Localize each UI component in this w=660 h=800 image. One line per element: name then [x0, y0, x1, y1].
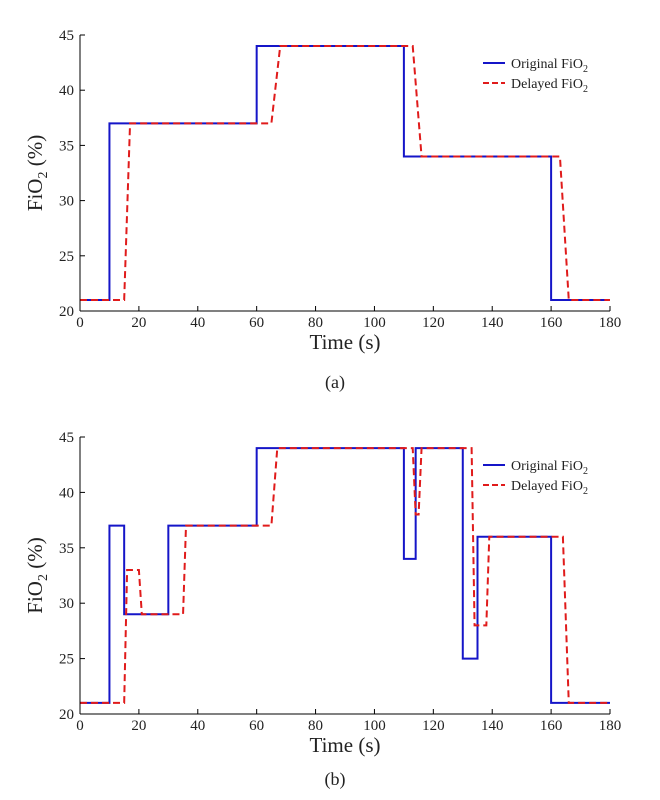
- x-tick-label: 0: [76, 315, 84, 331]
- y-tick-label: 25: [59, 249, 74, 265]
- series-line-delayed: [80, 447, 610, 704]
- y-tick-label: 40: [59, 83, 74, 99]
- x-tick-label: 120: [422, 315, 445, 331]
- x-tick-label: 160: [540, 315, 563, 331]
- y-tick-label: 20: [59, 707, 74, 723]
- y-axis-title: FiO2 (%): [23, 135, 51, 211]
- y-axis-title: FiO2 (%): [23, 537, 51, 613]
- y-tick-label: 35: [59, 541, 74, 557]
- x-tick-label: 160: [540, 718, 563, 734]
- x-tick-label: 140: [481, 718, 504, 734]
- x-tick-label: 80: [308, 315, 323, 331]
- x-tick-label: 120: [422, 718, 445, 734]
- chart-panel-b: 0 20 40 60 80 100 120 140 160 180202530354045Time…: [23, 430, 621, 790]
- y-tick-label: 45: [59, 28, 74, 44]
- x-tick-label: 140: [481, 315, 504, 331]
- x-tick-label: 100: [363, 718, 386, 734]
- y-tick-label: 30: [59, 194, 74, 210]
- x-tick-label: 20: [131, 718, 146, 734]
- x-axis-title: Time (s): [310, 330, 381, 354]
- series-line-original: [80, 447, 610, 704]
- x-tick-label: 20: [131, 315, 146, 331]
- x-tick-label: 40: [190, 315, 205, 331]
- panel-caption: (b): [325, 769, 346, 790]
- x-tick-label: 40: [190, 718, 205, 734]
- chart-panel-a: 0 20 40 60 80 100 120 140 160 180202530354045Time…: [23, 28, 621, 393]
- y-tick-label: 25: [59, 652, 74, 668]
- y-tick-label: 35: [59, 138, 74, 154]
- y-tick-label: 40: [59, 485, 74, 501]
- x-axis-title: Time (s): [310, 733, 381, 757]
- legend-label-delayed: Delayed FiO2: [511, 77, 588, 95]
- series-line-delayed: [80, 45, 610, 301]
- panel-caption: (a): [325, 372, 345, 393]
- x-tick-label: 100: [363, 315, 386, 331]
- legend-label-original: Original FiO2: [511, 57, 588, 75]
- x-tick-label: 180: [599, 315, 622, 331]
- legend-label-delayed: Delayed FiO2: [511, 479, 588, 497]
- x-tick-label: 80: [308, 718, 323, 734]
- x-tick-label: 0: [76, 718, 84, 734]
- y-tick-label: 45: [59, 430, 74, 446]
- x-tick-label: 180: [599, 718, 622, 734]
- y-tick-label: 30: [59, 596, 74, 612]
- y-tick-label: 20: [59, 304, 74, 320]
- x-tick-label: 60: [249, 718, 264, 734]
- x-tick-label: 60: [249, 315, 264, 331]
- legend-label-original: Original FiO2: [511, 459, 588, 477]
